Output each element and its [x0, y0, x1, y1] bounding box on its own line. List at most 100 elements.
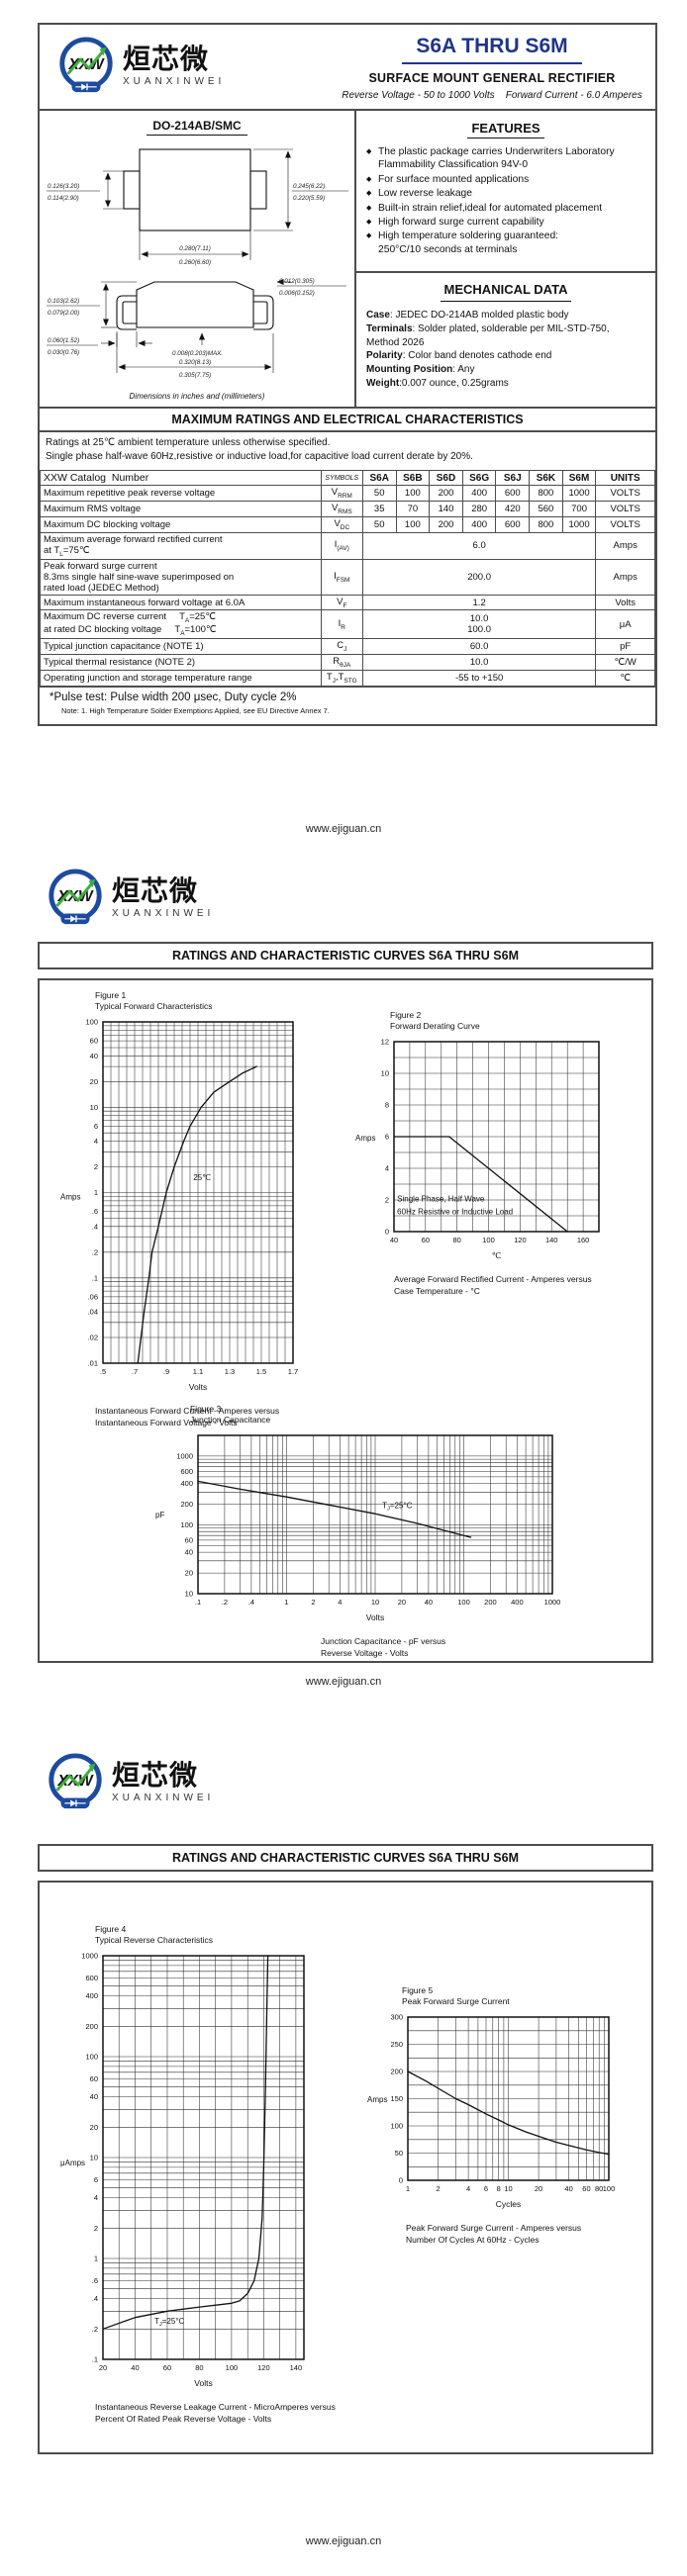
- units-cell: Volts: [595, 594, 655, 611]
- dimension-label: 0.320(8.13): [179, 359, 211, 366]
- table-row: Typical junction capacitance (NOTE 1) CJ 6…: [40, 638, 655, 656]
- svg-text:600: 600: [180, 1467, 193, 1476]
- svg-text:40: 40: [90, 1052, 98, 1060]
- value-cell: 1000: [561, 485, 597, 502]
- svg-text:100: 100: [85, 1018, 98, 1027]
- svg-text:TJ=25°C: TJ=25°C: [154, 2317, 185, 2328]
- figure-caption: Average Forward Rectified Current - Ampe…: [394, 1274, 592, 1297]
- features-list: The plastic package carries Underwriters…: [366, 145, 645, 256]
- figure-2: Figure 2 Forward Derating Curve 40 60 80 100 1…: [354, 1010, 611, 1298]
- svg-text:25℃: 25℃: [193, 1173, 211, 1182]
- col-header-part: S6D: [429, 470, 463, 486]
- svg-text:80: 80: [453, 1236, 461, 1244]
- figure-4: Figure 4 Typical Reverse Characteristics 2…: [59, 1924, 336, 2426]
- brand-logo: XXW 烜芯微 XUANXINWEI: [45, 1751, 214, 1814]
- svg-text:60: 60: [422, 1236, 430, 1244]
- svg-text:.2: .2: [92, 2325, 98, 2334]
- figure-caption: Instantaneous Reverse Leakage Current - …: [95, 2402, 336, 2425]
- svg-text:Amps: Amps: [60, 1192, 80, 1201]
- svg-text:.06: .06: [88, 1293, 98, 1302]
- svg-text:400: 400: [85, 1991, 98, 2000]
- figure-label: Figure 3 Junction Capacitance: [190, 1404, 271, 1426]
- dimension-label: 0.008(0.203)MAX.: [172, 350, 223, 357]
- svg-text:20: 20: [535, 2184, 542, 2193]
- curves-box-page2: Figure 1 Typical Forward Characteristics.…: [38, 978, 653, 1663]
- parameter-cell: Operating junction and storage temperatu…: [40, 670, 322, 687]
- features-heading: FEATURES: [366, 121, 645, 138]
- table-row: Operating junction and storage temperatu…: [40, 670, 655, 687]
- svg-text:200: 200: [180, 1500, 193, 1509]
- value-cell: 50: [361, 515, 397, 533]
- mechanical-line: Terminals: Solder plated, solderable per…: [366, 322, 610, 334]
- mechanical-data-section: MECHANICAL DATA Case: JEDEC DO-214AB mol…: [356, 273, 655, 407]
- svg-text:200: 200: [85, 2022, 98, 2031]
- package-title: DO-214AB/SMC: [40, 119, 354, 136]
- svg-text:Volts: Volts: [189, 1382, 207, 1392]
- value-cell-span: 6.0: [361, 531, 597, 560]
- svg-text:1000: 1000: [176, 1452, 193, 1461]
- svg-text:8: 8: [385, 1101, 389, 1110]
- col-header-part: S6B: [395, 470, 431, 486]
- mechanical-heading-text: MECHANICAL DATA: [440, 281, 572, 302]
- figure-caption: Instantaneous Forward Current - Amperes …: [95, 1406, 280, 1428]
- value-cell-span: 60.0: [361, 638, 597, 656]
- value-cell: 800: [529, 485, 563, 502]
- ratings-heading: MAXIMUM RATINGS AND ELECTRICAL CHARACTER…: [40, 407, 655, 432]
- svg-text:.2: .2: [222, 1598, 228, 1607]
- dimension-lines: [101, 279, 291, 373]
- svg-text:.01: .01: [88, 1359, 98, 1368]
- units-cell: ℃: [595, 670, 655, 687]
- col-header-part: S6A: [361, 470, 397, 486]
- feature-item: High forward surge current capability: [366, 216, 645, 229]
- svg-text:Amps: Amps: [355, 1134, 375, 1143]
- svg-text:40: 40: [90, 2092, 98, 2101]
- svg-text:6: 6: [385, 1133, 389, 1142]
- svg-text:60: 60: [582, 2184, 590, 2193]
- table-row: Peak forward surge current 8.3ms single h…: [40, 558, 655, 596]
- svg-text:.4: .4: [92, 2294, 98, 2303]
- dimension-label: 0.220(5.59): [293, 195, 325, 202]
- units-cell: pF: [595, 638, 655, 656]
- svg-text:.7: .7: [132, 1367, 138, 1376]
- svg-text:.5: .5: [100, 1367, 106, 1376]
- package-outline-drawing: 0.245(6.22) 0.220(5.59) 0.126(3.20) 0.11…: [47, 148, 348, 379]
- svg-text:1.3: 1.3: [225, 1367, 235, 1376]
- svg-text:10: 10: [381, 1069, 389, 1078]
- svg-text:2: 2: [94, 2224, 98, 2233]
- units-cell: Amps: [595, 558, 655, 596]
- package-drawing-section: DO-214AB/SMC: [40, 111, 356, 407]
- svg-text:60: 60: [185, 1536, 193, 1545]
- table-footnotes: *Pulse test: Pulse width 200 μsec, Duty …: [40, 686, 655, 724]
- ratings-notes: Ratings at 25℃ ambient temperature unles…: [40, 432, 655, 470]
- figure-1: Figure 1 Typical Forward Characteristics.…: [59, 990, 305, 1429]
- svg-text:Volts: Volts: [366, 1612, 384, 1622]
- figure-label: Figure 4 Typical Reverse Characteristics: [95, 1924, 214, 1946]
- svg-text:20: 20: [185, 1569, 193, 1578]
- mechanical-line: Weight:0.007 ounce, 0.25grams: [366, 377, 509, 389]
- value-cell: 140: [429, 500, 463, 517]
- parameter-cell: Maximum instantaneous forward voltage at…: [40, 594, 322, 611]
- svg-text:20: 20: [90, 1077, 98, 1086]
- table-row: Maximum repetitive peak reverse voltage V…: [40, 485, 655, 502]
- svg-text:Volts: Volts: [194, 2378, 212, 2388]
- svg-text:1000: 1000: [81, 1952, 98, 1961]
- svg-text:80: 80: [195, 2363, 203, 2372]
- svg-text:150: 150: [390, 2094, 403, 2103]
- mechanical-line: Mounting Position: Any: [366, 364, 475, 376]
- logo-chinese-name: 烜芯微: [123, 44, 210, 74]
- value-cell: 200: [429, 485, 463, 502]
- dimension-label: 0.114(2.90): [48, 195, 79, 202]
- logo-green-arrow-icon: [66, 50, 104, 75]
- value-cell: 600: [495, 515, 531, 533]
- svg-text:20: 20: [90, 2123, 98, 2132]
- value-cell: 100: [395, 515, 431, 533]
- logo-diode-symbol-icon: [75, 83, 97, 91]
- svg-text:100: 100: [85, 2053, 98, 2062]
- figure-1-plot: .5 .7 .9 1.1 1.3 1.5 1.7 100 60 40 20 10 6 4 2 1 .6 .4 .2.…: [60, 1018, 298, 1392]
- logo-text: 烜芯微 XUANXINWEI: [123, 44, 225, 88]
- logo-pinyin-name: XUANXINWEI: [112, 908, 215, 919]
- dimension-label: 0.245(6.22): [293, 183, 325, 190]
- value-cell: 560: [529, 500, 563, 517]
- figure-2-plot: 40 60 80 100 120 140 160 0 2 4 6 8 10 12 Amps ℃ Single P…: [355, 1038, 600, 1260]
- figure-label: Figure 5 Peak Forward Surge Current: [402, 1985, 510, 2007]
